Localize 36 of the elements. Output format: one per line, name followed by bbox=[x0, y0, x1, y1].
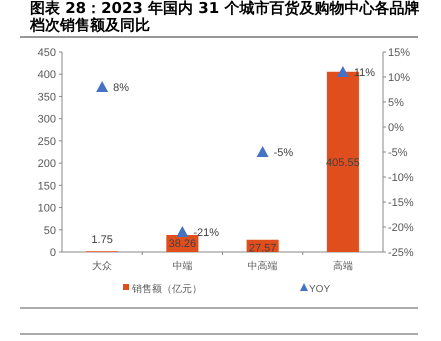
y2-tick-label: -15% bbox=[388, 197, 414, 209]
y-tick-label: 150 bbox=[38, 180, 56, 192]
y-tick-label: 450 bbox=[38, 47, 56, 59]
data-label: -5% bbox=[274, 147, 294, 159]
point bbox=[176, 226, 188, 237]
y-tick-label: 200 bbox=[38, 158, 56, 170]
y-tick-label: 250 bbox=[38, 136, 56, 148]
data-label: 27.57 bbox=[248, 242, 276, 255]
y-tick-label: 0 bbox=[50, 247, 56, 259]
y2-tick-label: 15% bbox=[388, 47, 410, 59]
y-tick-label: 300 bbox=[38, 114, 56, 126]
legend-label: 销售额（亿元） bbox=[131, 283, 202, 295]
y-tick-label: 400 bbox=[38, 69, 56, 82]
y-tick-label: 350 bbox=[38, 91, 56, 104]
point bbox=[256, 146, 269, 157]
y2-tick-label: 0% bbox=[388, 122, 404, 134]
data-label: 38.26 bbox=[168, 238, 196, 250]
y2-tick-label: -20% bbox=[388, 222, 414, 234]
x-tick-label: 中高端 bbox=[248, 260, 278, 272]
y2-tick-label: -25% bbox=[388, 247, 414, 259]
data-label: 8% bbox=[113, 82, 130, 94]
data-label: 1.75 bbox=[91, 234, 113, 246]
x-tick-label: 大众 bbox=[92, 260, 112, 272]
y-tick-label: 50 bbox=[44, 224, 56, 237]
point bbox=[336, 66, 349, 77]
y2-tick-label: -5% bbox=[388, 147, 408, 159]
point bbox=[96, 81, 108, 92]
data-label: 11% bbox=[354, 67, 376, 79]
data-label: -21% bbox=[193, 227, 220, 239]
y-tick-label: 100 bbox=[38, 202, 56, 215]
y2-tick-label: 10% bbox=[388, 72, 410, 84]
x-tick-label: 中端 bbox=[172, 260, 192, 272]
y2-tick-label: 5% bbox=[388, 97, 404, 109]
y2-tick-label: -10% bbox=[388, 172, 414, 184]
legend-label: YOY bbox=[309, 284, 330, 295]
x-tick-label: 高端 bbox=[332, 260, 353, 272]
